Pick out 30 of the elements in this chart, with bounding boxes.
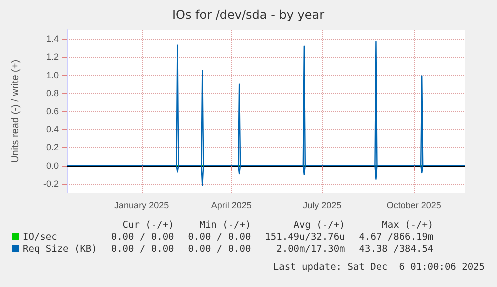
text: 0.00 / 0.00 [110, 244, 174, 256]
y-tick-label: 0.6 [46, 106, 59, 116]
text: Min (-/+) [198, 220, 252, 232]
legend-label: IO/sec [22, 232, 58, 244]
y-tick-label: 0.4 [46, 124, 59, 135]
y-tick-label: 0.0 [46, 160, 59, 171]
x-tick-label: April 2025 [211, 200, 252, 210]
text: 4.67 /866.19m [358, 232, 434, 244]
y-axis-title: Units read (-) / write (+) [10, 60, 22, 164]
chart-title: IOs for /dev/sda - by year [172, 8, 325, 22]
text: Avg (-/+) [292, 220, 346, 232]
y-tick-label: 0.8 [46, 88, 59, 98]
text: Cur (-/+) [122, 220, 174, 232]
text: 2.00m/17.30m [276, 244, 346, 256]
x-tick-label: January 2025 [114, 200, 170, 210]
y-tick-label: 0.2 [46, 142, 59, 153]
y-tick-label: 1.2 [46, 52, 59, 62]
text: 0.00 / 0.00 [110, 232, 174, 244]
y-tick-label: 1.4 [46, 34, 59, 44]
text: 0.00 / 0.00 [187, 244, 252, 256]
y-tick-label: 1.0 [46, 70, 59, 80]
text: 43.38 /384.54 [358, 244, 434, 256]
text: 0.00 / 0.00 [187, 232, 252, 244]
y-tick-label: -0.2 [43, 178, 59, 189]
x-tick-label: October 2025 [386, 200, 442, 210]
text: 151.49u/32.76u [264, 232, 346, 244]
legend-label: Req Size (KB) [22, 244, 98, 256]
text: Last update: Sat Dec 6 01:00:06 2025 [273, 262, 485, 273]
text: Max (-/+) [381, 220, 434, 232]
x-tick-label: July 2025 [303, 200, 342, 210]
